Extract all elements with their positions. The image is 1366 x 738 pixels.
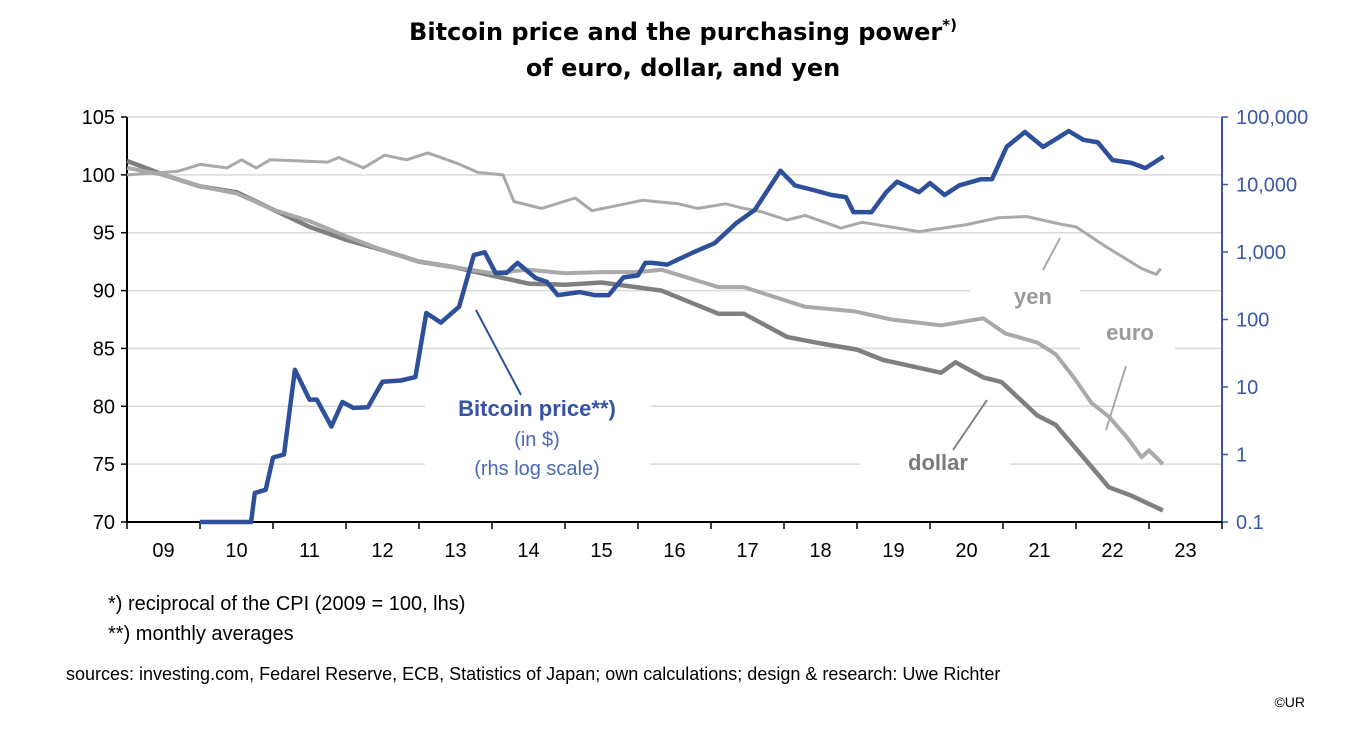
right-tick-label: 100,000 <box>1236 107 1308 129</box>
left-tick-label: 95 <box>93 223 115 245</box>
chart-title-line2: of euro, dollar, and yen <box>526 54 840 82</box>
yen-label: yen <box>1014 284 1052 309</box>
x-tick-label: 16 <box>663 540 685 562</box>
x-tick-label: 11 <box>299 540 320 562</box>
dollar-label: dollar <box>908 450 968 475</box>
left-tick-label: 105 <box>82 107 115 129</box>
yen-series-line <box>126 151 1162 276</box>
left-tick-label: 100 <box>82 165 115 187</box>
bitcoin-leader-line <box>475 309 522 396</box>
x-tick-label: 13 <box>444 540 466 562</box>
sources: sources: investing.com, Fedarel Reserve,… <box>66 664 1000 684</box>
left-tick-label: 80 <box>93 396 115 418</box>
right-tick-label: 10 <box>1236 377 1258 399</box>
left-tick-label: 75 <box>93 454 115 476</box>
right-tick-label: 1,000 <box>1236 242 1286 264</box>
bitcoin-series-line <box>200 128 1165 525</box>
footnote-1: *) reciprocal of the CPI (2009 = 100, lh… <box>108 593 465 615</box>
euro-leader-line <box>1105 365 1127 431</box>
x-tick-label: 17 <box>736 540 758 562</box>
label-bg <box>860 440 1010 480</box>
euro-label: euro <box>1106 320 1154 345</box>
x-tick-label: 15 <box>590 540 612 562</box>
chart-title-line1: Bitcoin price and the purchasing power*) <box>409 16 957 46</box>
x-tick-label: 21 <box>1028 540 1050 562</box>
bitcoin-unit-label: (in $) <box>514 429 560 451</box>
x-tick-label: 18 <box>809 540 831 562</box>
euro-series-line <box>126 165 1165 466</box>
x-tick-label: 22 <box>1101 540 1123 562</box>
label-bg <box>970 278 1080 318</box>
right-tick-label: 0.1 <box>1236 512 1264 534</box>
right-tick-label: 1 <box>1236 445 1247 467</box>
x-tick-label: 12 <box>371 540 393 562</box>
axes: 70 75 80 85 90 95 100 105 0.1 1 10 100 1,000 10,000 10… <box>82 107 1309 562</box>
right-tick-label: 10,000 <box>1236 175 1297 197</box>
x-tick-label: 14 <box>517 540 539 562</box>
left-tick-label: 70 <box>93 512 115 534</box>
copyright: ©UR <box>1274 694 1305 710</box>
left-tick-label: 90 <box>93 281 115 303</box>
x-tick-label: 19 <box>882 540 904 562</box>
label-bg <box>425 390 650 485</box>
label-bg <box>1080 315 1175 355</box>
title-superscript: *) <box>942 16 957 34</box>
gridlines <box>127 116 1222 465</box>
x-tick-label: 09 <box>152 540 174 562</box>
bitcoin-label: Bitcoin price**) <box>458 396 616 421</box>
dollar-leader-line <box>952 399 988 451</box>
yen-leader-line <box>1042 237 1061 271</box>
x-tick-label: 10 <box>225 540 247 562</box>
right-tick-label: 100 <box>1236 310 1269 332</box>
footnote-2: **) monthly averages <box>108 623 294 645</box>
x-tick-label: 20 <box>955 540 977 562</box>
bitcoin-scale-label: (rhs log scale) <box>474 458 600 480</box>
x-tick-label: 23 <box>1174 540 1196 562</box>
left-tick-label: 85 <box>93 338 115 360</box>
series-lines <box>126 128 1165 525</box>
